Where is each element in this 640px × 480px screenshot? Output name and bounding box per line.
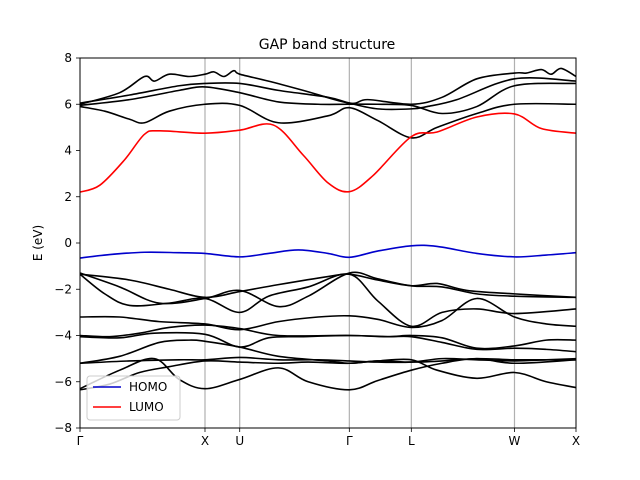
x-tick-label: U <box>235 434 244 448</box>
y-tick-label: 4 <box>64 144 72 158</box>
legend: HOMO LUMO <box>86 375 181 421</box>
band-line <box>79 297 577 331</box>
y-tick-label: 2 <box>64 190 72 204</box>
chart-title: GAP band structure <box>259 37 396 53</box>
y-axis: −8 −6 −4 −2 0 2 4 6 8 <box>54 51 80 435</box>
band-line <box>79 82 577 115</box>
x-tick-label: X <box>201 434 209 448</box>
y-axis-label: E (eV) <box>31 225 45 261</box>
x-tick-label: W <box>509 434 521 448</box>
y-tick-label: −8 <box>54 421 72 435</box>
y-tick-label: −4 <box>54 329 72 343</box>
kpoint-grid <box>204 58 516 428</box>
band-line <box>79 273 577 328</box>
homo-line <box>79 244 577 259</box>
band-line <box>79 67 577 106</box>
y-tick-label: −6 <box>54 375 72 389</box>
y-tick-label: 8 <box>64 51 72 65</box>
x-tick-label: Γ <box>346 434 353 448</box>
band-lines <box>79 67 577 391</box>
legend-lumo-label: LUMO <box>129 400 164 414</box>
band-line <box>79 273 577 299</box>
x-tick-label: X <box>572 434 580 448</box>
x-tick-label: Γ <box>77 434 84 448</box>
band-line <box>79 357 577 391</box>
y-tick-label: 0 <box>64 236 72 250</box>
legend-homo-label: HOMO <box>129 380 167 394</box>
band-line <box>79 331 577 350</box>
band-line <box>79 356 577 365</box>
y-tick-label: 6 <box>64 97 72 111</box>
band-line <box>79 77 577 111</box>
x-tick-label: L <box>408 434 415 448</box>
band-line <box>79 102 577 139</box>
lumo-line <box>79 112 577 193</box>
band-line <box>79 271 577 308</box>
y-tick-label: −2 <box>54 282 72 296</box>
